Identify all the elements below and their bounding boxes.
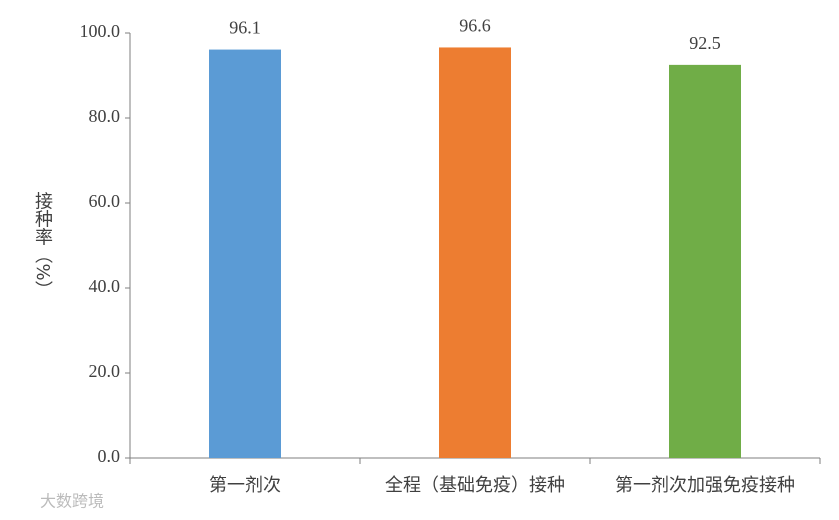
y-tick-label: 0.0 bbox=[98, 446, 121, 466]
y-tick-label: 60.0 bbox=[89, 191, 121, 211]
y-tick-label: 100.0 bbox=[80, 21, 121, 41]
bar bbox=[439, 47, 511, 458]
x-tick-label: 第一剂次加强免疫接种 bbox=[615, 475, 795, 496]
y-tick-label: 20.0 bbox=[89, 361, 121, 381]
y-axis-label: 接种率（%） bbox=[32, 191, 53, 298]
x-tick-label: 全程（基础免疫）接种 bbox=[385, 475, 565, 496]
x-tick-label: 第一剂次 bbox=[209, 475, 281, 496]
y-tick-label: 80.0 bbox=[89, 106, 121, 126]
watermark: 大数跨境 bbox=[40, 492, 104, 511]
bar bbox=[669, 64, 741, 458]
bar bbox=[209, 49, 281, 458]
value-label: 96.1 bbox=[229, 18, 261, 38]
value-label: 92.5 bbox=[689, 33, 721, 53]
value-label: 96.6 bbox=[459, 16, 491, 36]
y-tick-label: 40.0 bbox=[89, 276, 121, 296]
